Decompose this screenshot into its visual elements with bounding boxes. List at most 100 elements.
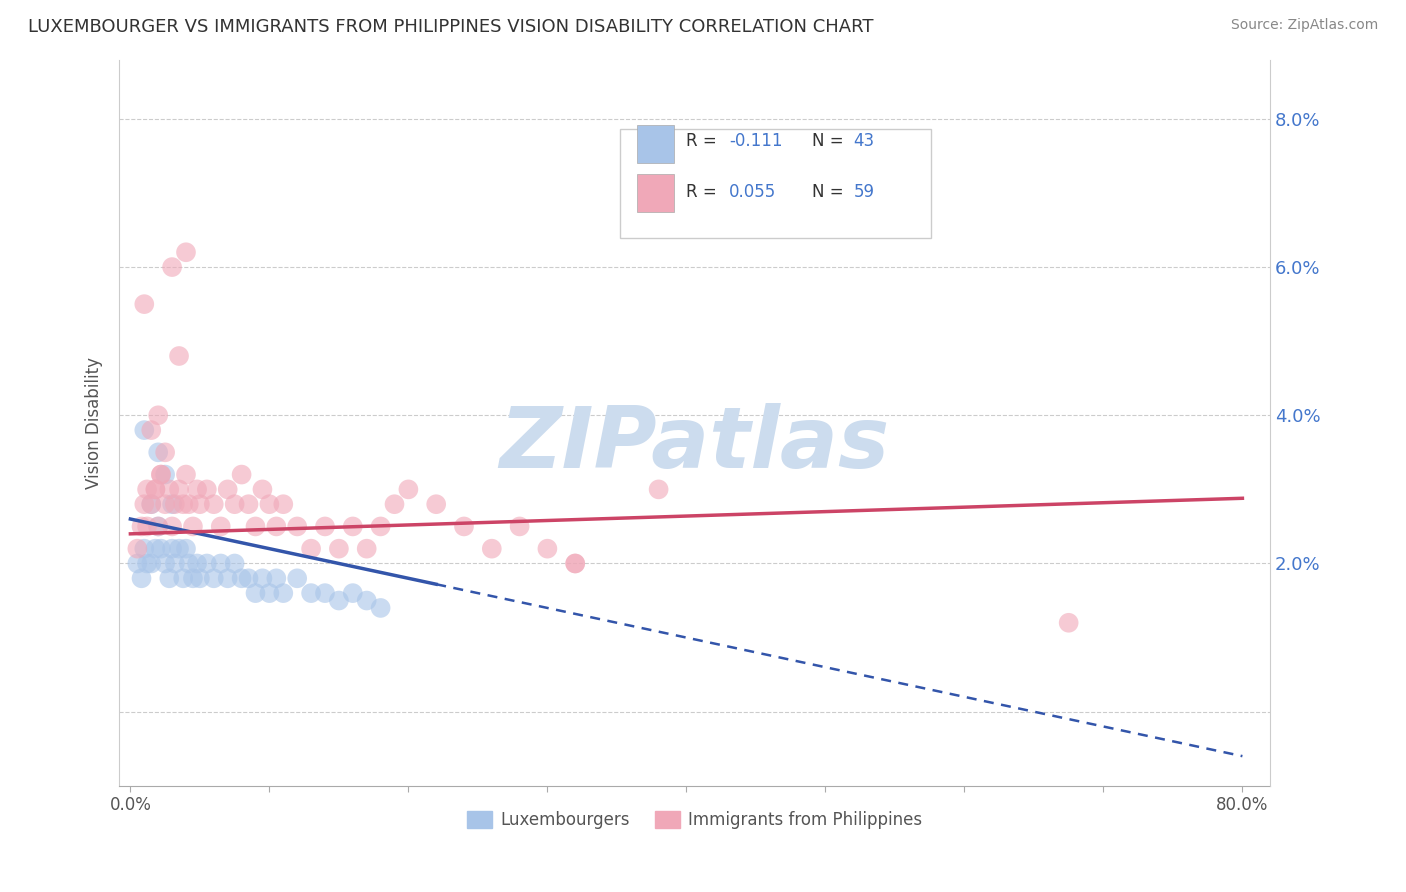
Point <box>299 586 322 600</box>
Point <box>174 245 197 260</box>
Text: Source: ZipAtlas.com: Source: ZipAtlas.com <box>1230 18 1378 32</box>
Point <box>134 297 156 311</box>
Point <box>202 571 225 585</box>
Point <box>224 497 246 511</box>
Point <box>342 519 364 533</box>
Point <box>127 541 149 556</box>
Point <box>153 445 176 459</box>
Text: ZIPatlas: ZIPatlas <box>499 403 890 486</box>
Point <box>149 467 172 482</box>
Point <box>396 483 419 497</box>
Point <box>209 557 232 571</box>
Point <box>160 519 183 533</box>
Point <box>238 497 260 511</box>
Point <box>136 557 159 571</box>
Point <box>145 541 167 556</box>
Point <box>217 483 239 497</box>
Point <box>314 519 336 533</box>
Point <box>136 519 159 533</box>
Text: 43: 43 <box>853 132 875 150</box>
Point <box>231 467 253 482</box>
FancyBboxPatch shape <box>620 128 931 237</box>
Point <box>647 483 669 497</box>
Point <box>131 519 153 533</box>
Point <box>356 593 378 607</box>
Point <box>145 483 167 497</box>
Point <box>174 467 197 482</box>
Point <box>148 519 170 533</box>
Text: R =: R = <box>686 183 721 201</box>
Point <box>195 483 218 497</box>
Point <box>209 519 232 533</box>
FancyBboxPatch shape <box>637 125 673 162</box>
Point <box>536 541 558 556</box>
Point <box>167 349 190 363</box>
Point <box>299 541 322 556</box>
Point <box>177 557 200 571</box>
Point <box>252 571 274 585</box>
Point <box>134 541 156 556</box>
Point <box>157 571 180 585</box>
Point <box>160 497 183 511</box>
Point <box>252 483 274 497</box>
Point <box>149 541 172 556</box>
Point <box>188 497 211 511</box>
Point <box>342 586 364 600</box>
Point <box>271 586 294 600</box>
Y-axis label: Vision Disability: Vision Disability <box>86 357 103 489</box>
Point <box>564 557 586 571</box>
Point <box>153 557 176 571</box>
Point <box>131 571 153 585</box>
Point <box>186 483 208 497</box>
Point <box>224 557 246 571</box>
Point <box>160 260 183 274</box>
Point <box>163 557 186 571</box>
Point <box>177 497 200 511</box>
Point <box>245 519 267 533</box>
Point <box>217 571 239 585</box>
Point <box>148 519 170 533</box>
Point <box>231 571 253 585</box>
Point <box>186 557 208 571</box>
Point <box>167 541 190 556</box>
Point <box>285 571 308 585</box>
Point <box>153 467 176 482</box>
Legend: Luxembourgers, Immigrants from Philippines: Luxembourgers, Immigrants from Philippin… <box>460 804 929 836</box>
Text: 59: 59 <box>853 183 875 201</box>
Point <box>153 497 176 511</box>
Point <box>328 541 350 556</box>
Point <box>370 519 392 533</box>
Point <box>509 519 531 533</box>
Point <box>127 557 149 571</box>
Point <box>160 541 183 556</box>
Point <box>1057 615 1080 630</box>
Point <box>134 423 156 437</box>
Point <box>141 423 163 437</box>
Point <box>172 497 194 511</box>
Point <box>266 571 288 585</box>
Text: N =: N = <box>813 132 849 150</box>
Point <box>328 593 350 607</box>
Point <box>141 497 163 511</box>
Point <box>259 586 281 600</box>
Text: R =: R = <box>686 132 721 150</box>
Text: N =: N = <box>813 183 849 201</box>
Point <box>172 571 194 585</box>
Point <box>136 483 159 497</box>
Text: -0.111: -0.111 <box>730 132 783 150</box>
Point <box>148 409 170 423</box>
Point <box>453 519 475 533</box>
Point <box>174 541 197 556</box>
Point <box>145 483 167 497</box>
Point <box>157 483 180 497</box>
Point <box>314 586 336 600</box>
Point <box>181 571 204 585</box>
Point <box>370 601 392 615</box>
Point <box>181 519 204 533</box>
FancyBboxPatch shape <box>637 174 673 212</box>
Point <box>141 557 163 571</box>
Point <box>384 497 406 511</box>
Point <box>163 497 186 511</box>
Point <box>356 541 378 556</box>
Point <box>271 497 294 511</box>
